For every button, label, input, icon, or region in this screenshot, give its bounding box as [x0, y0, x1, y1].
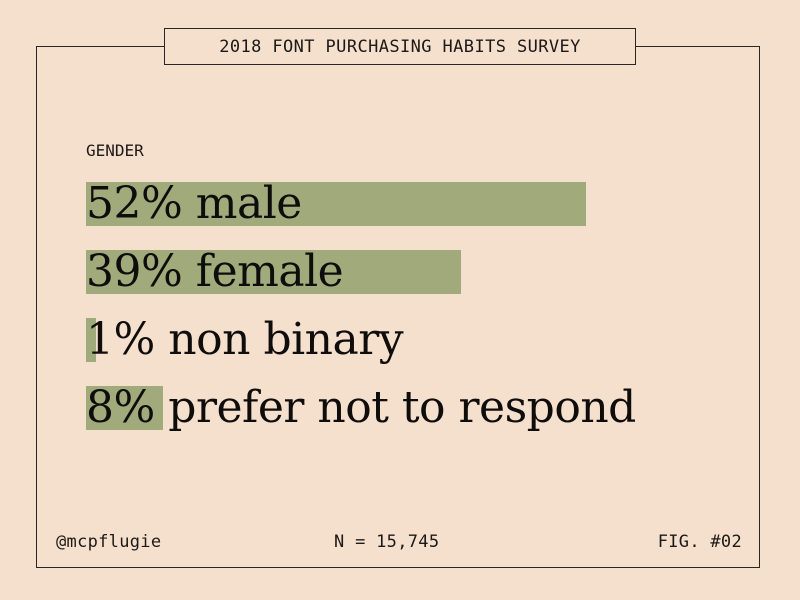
author-handle: @mcpflugie [56, 532, 162, 552]
bar [86, 250, 461, 294]
figure-frame [36, 46, 760, 568]
bar-label: 52% male [86, 178, 302, 229]
bar [86, 386, 163, 430]
figure-number: FIG. #02 [657, 532, 742, 552]
sample-size: N = 15,745 [334, 532, 440, 552]
bar-label: 1% non binary [86, 314, 404, 365]
chart-subtitle: GENDER [86, 141, 144, 160]
bar-label: 39% female [86, 246, 344, 297]
bar-label: 8% prefer not to respond [86, 382, 636, 433]
bar [86, 182, 586, 226]
figure-title: 2018 FONT PURCHASING HABITS SURVEY [164, 28, 636, 65]
bar [86, 318, 96, 362]
